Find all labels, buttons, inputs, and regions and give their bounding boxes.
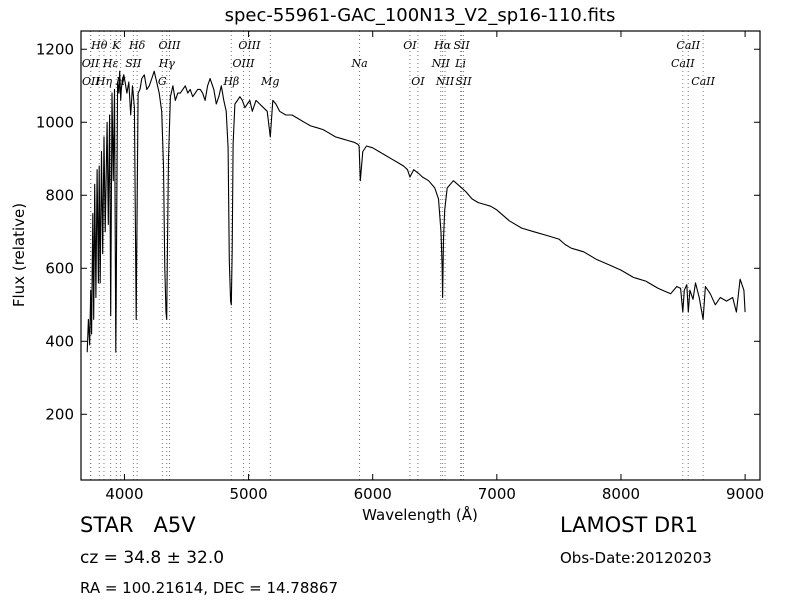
line-label-15: Mg <box>260 75 279 88</box>
line-label-16: Na <box>350 57 367 70</box>
chart-title: spec-55961-GAC_100N13_V2_sp16-110.fits <box>224 5 616 26</box>
ra-dec-label: RA = 100.21614, DEC = 14.78867 <box>80 579 339 597</box>
y-tick-label-5: 1200 <box>36 40 74 58</box>
line-label-23: NII <box>435 75 455 88</box>
line-label-22: Li <box>454 57 466 70</box>
line-label-12: Hβ <box>222 75 239 88</box>
x-tick-label-1: 5000 <box>229 485 267 503</box>
line-label-6: H <box>115 75 126 88</box>
spectral-class-label: STAR A5V <box>80 513 196 537</box>
plot-frame <box>80 30 761 481</box>
line-label-11: G <box>158 75 167 88</box>
y-tick-label-2: 600 <box>45 259 74 277</box>
line-label-8: Hδ <box>128 39 146 52</box>
line-label-10: Hγ <box>158 57 176 70</box>
spectrum-line <box>86 70 746 353</box>
line-label-20: SII <box>453 39 470 52</box>
y-tick-label-4: 1000 <box>36 113 74 131</box>
line-label-0: Hθ <box>90 39 108 52</box>
line-label-9: OIII <box>158 39 181 52</box>
x-tick-label-4: 8000 <box>602 485 640 503</box>
y-tick-label-3: 800 <box>45 186 74 204</box>
x-tick-label-0: 4000 <box>105 485 143 503</box>
line-label-21: NII <box>431 57 451 70</box>
line-label-25: CaII <box>676 39 700 52</box>
line-label-5: K <box>111 39 121 52</box>
axis-tick-layer: 4000 5000 6000 7000 8000 9000 200 400 600 800 1000… <box>36 31 764 503</box>
line-label-27: CaII <box>691 75 715 88</box>
line-label-24: SII <box>455 75 472 88</box>
x-tick-label-5: 9000 <box>726 485 764 503</box>
line-label-26: CaII <box>671 57 695 70</box>
x-tick-label-2: 6000 <box>354 485 392 503</box>
line-label-3: Hη <box>95 75 113 88</box>
y-tick-label-1: 400 <box>45 332 74 350</box>
y-axis-title: Flux (relative) <box>10 203 28 307</box>
line-label-14: OIII <box>232 57 255 70</box>
line-label-4: Hε <box>102 57 119 70</box>
line-label-17: OI <box>403 39 417 52</box>
line-label-7: SII <box>125 57 142 70</box>
survey-label: LAMOST DR1 <box>560 513 699 537</box>
redshift-label: cz = 34.8 ± 32.0 <box>80 548 225 568</box>
y-tick-label-0: 200 <box>45 405 74 423</box>
line-label-19: Hα <box>433 39 452 52</box>
spectrum-layer <box>86 70 746 353</box>
obs-date-label: Obs-Date:20120203 <box>560 549 712 567</box>
x-axis-title: Wavelength (Å) <box>362 505 478 524</box>
line-label-18: OI <box>411 75 425 88</box>
x-tick-label-3: 7000 <box>478 485 516 503</box>
line-label-1: OII <box>82 57 100 70</box>
line-label-2: OII <box>82 75 100 88</box>
line-marker-layer <box>90 31 704 480</box>
line-label-13: OIII <box>238 39 261 52</box>
